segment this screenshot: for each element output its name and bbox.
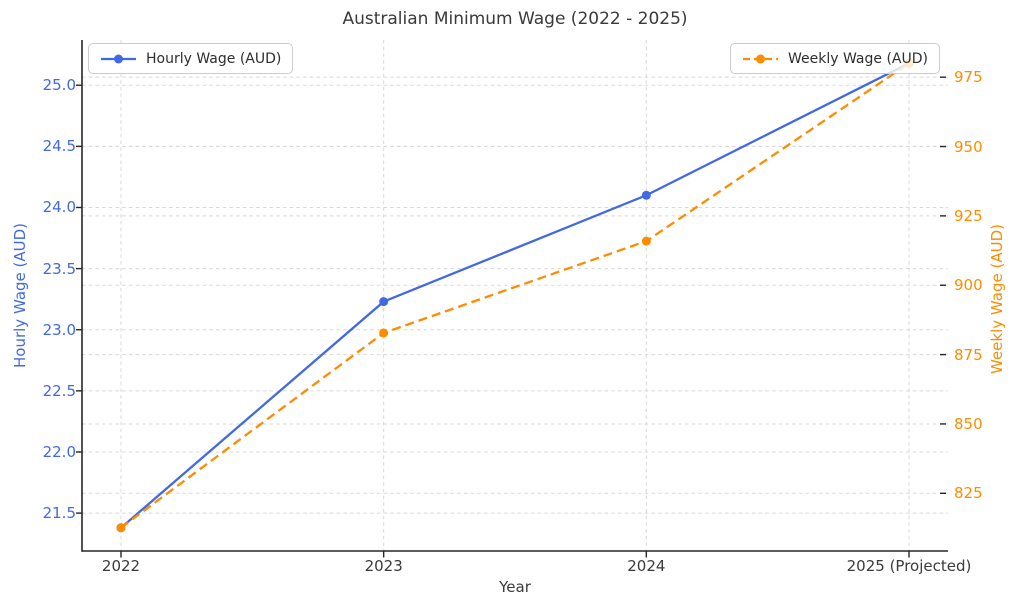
legend-hourly: Hourly Wage (AUD)	[88, 43, 294, 74]
weekly-line-sample-icon	[743, 54, 778, 63]
right-y-tick-label: 950	[954, 137, 983, 156]
right-y-tick-label: 850	[954, 414, 983, 433]
weekly-series	[116, 58, 914, 533]
x-tick-label: 2025 (Projected)	[846, 557, 972, 575]
x-tick-label: 2024	[627, 557, 666, 575]
weekly-data-point	[379, 328, 389, 338]
tick-marks	[76, 76, 946, 558]
left-y-tick-label: 21.5	[42, 504, 76, 523]
hourly-line-sample-icon	[101, 54, 136, 63]
left-y-tick-label: 25.0	[42, 76, 76, 95]
chart-title: Australian Minimum Wage (2022 - 2025)	[342, 9, 688, 29]
left-y-tick-label: 23.5	[42, 259, 76, 278]
left-y-tick-label: 23.0	[42, 320, 76, 339]
right-y-tick-label: 900	[954, 276, 983, 295]
legend-hourly-label: Hourly Wage (AUD)	[146, 50, 282, 67]
hourly-data-point	[379, 297, 389, 307]
right-y-tick-label: 875	[954, 345, 983, 364]
hourly-data-point	[641, 190, 651, 200]
left-y-tick-label: 24.5	[42, 137, 76, 156]
x-tick-label: 2022	[101, 557, 141, 575]
left-y-tick-label: 22.5	[42, 381, 76, 400]
weekly-series-line	[120, 62, 910, 529]
left-y-tick-label: 22.0	[42, 442, 76, 461]
hourly-series-line	[120, 62, 910, 529]
left-y-tick-label: 24.0	[42, 198, 76, 217]
right-y-tick-label: 975	[954, 68, 983, 87]
x-tick-label: 2023	[364, 557, 403, 575]
grid-lines	[82, 40, 948, 551]
weekly-data-point	[116, 523, 126, 533]
legend-weekly: Weekly Wage (AUD)	[730, 43, 940, 74]
weekly-data-point	[641, 236, 651, 246]
x-axis-label: Year	[499, 578, 531, 596]
hourly-series	[116, 58, 914, 533]
legend-weekly-label: Weekly Wage (AUD)	[788, 50, 928, 67]
right-y-tick-label: 925	[954, 206, 983, 225]
right-y-tick-label: 825	[954, 484, 983, 503]
